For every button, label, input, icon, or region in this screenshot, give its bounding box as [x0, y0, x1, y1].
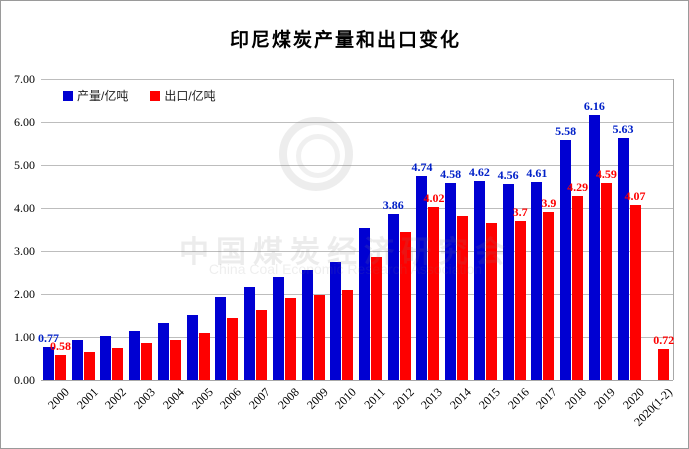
bar-value-label-export: 4.29	[567, 179, 589, 194]
bar-export	[284, 297, 296, 380]
bar-value-label-production: 4.74	[411, 160, 433, 175]
bar-production	[43, 346, 54, 380]
y-tick-label: 1.00	[14, 330, 35, 344]
bar-value-label-production: 0.77	[38, 330, 59, 345]
bar-export	[198, 332, 210, 380]
plot-right-border	[673, 79, 674, 380]
gridline	[41, 165, 673, 166]
bar-export	[399, 231, 411, 380]
bar-production	[588, 115, 600, 380]
bar-export	[543, 212, 555, 380]
bar-production	[129, 330, 141, 380]
x-axis-line	[41, 380, 673, 381]
y-tick-label: 3.00	[14, 244, 35, 258]
y-tick-label: 7.00	[14, 72, 35, 86]
bar-production	[617, 137, 629, 380]
bar-production	[100, 335, 112, 380]
bar-value-label-export: 3.9	[541, 196, 557, 211]
bar-value-label-production: 4.58	[440, 167, 462, 182]
bar-export	[658, 349, 670, 380]
bar-export	[572, 195, 584, 380]
gridline	[41, 122, 673, 123]
bar-value-label-export: 4.02	[423, 191, 445, 206]
chart-title: 印尼煤炭产量和出口变化	[229, 30, 461, 51]
bar-production	[560, 140, 572, 380]
bar-export	[55, 355, 66, 380]
bar-value-label-export: 0.72	[653, 333, 675, 348]
bar-value-label-export: 3.7	[512, 204, 528, 219]
bar-production	[445, 183, 457, 380]
bar-production	[359, 228, 370, 380]
bar-export	[514, 220, 526, 380]
bar-production	[387, 214, 399, 380]
legend-swatch-production-icon	[63, 90, 73, 101]
bar-export	[457, 215, 469, 380]
bar-export	[485, 222, 497, 380]
bar-value-label-export: 4.59	[595, 166, 617, 181]
legend-label-export: 出口/亿吨	[164, 89, 216, 103]
bar-export	[600, 182, 612, 380]
y-tick-label: 4.00	[14, 201, 35, 215]
legend-swatch-export-icon	[150, 90, 161, 101]
bar-production	[531, 181, 543, 380]
bar-value-label-export: 0.58	[50, 339, 71, 354]
y-tick-label: 5.00	[14, 158, 35, 172]
bar-value-label-production: 5.58	[555, 124, 577, 139]
legend-label-production: 产量/亿吨	[77, 89, 129, 103]
bar-export	[112, 348, 124, 380]
bar-production	[157, 323, 169, 380]
bar-export	[313, 294, 325, 380]
bar-production	[186, 314, 198, 380]
bar-production	[244, 287, 256, 380]
y-tick-label: 0.00	[14, 373, 35, 387]
bar-value-label-production: 6.16	[583, 99, 605, 114]
bar-export	[141, 343, 153, 380]
bar-value-label-production: 4.56	[497, 167, 519, 182]
bar-export	[83, 351, 95, 380]
gridline	[41, 294, 673, 295]
legend: 产量/亿吨 出口/亿吨	[63, 87, 238, 104]
gridline	[41, 337, 673, 338]
bar-production	[301, 269, 313, 380]
bar-value-label-production: 3.86	[382, 198, 404, 213]
gridline	[41, 208, 673, 209]
bar-export	[256, 309, 268, 380]
legend-item-export: 出口/亿吨	[150, 87, 216, 104]
gridline	[41, 251, 673, 252]
bar-export	[428, 207, 440, 380]
bar-export	[342, 289, 354, 380]
bar-production	[416, 176, 428, 380]
bar-production	[71, 340, 83, 380]
bar-production	[502, 183, 514, 380]
bar-export	[169, 339, 181, 380]
bar-export	[371, 256, 382, 380]
bar-production	[215, 297, 227, 380]
y-tick-label: 2.00	[14, 287, 35, 301]
bar-value-label-production: 5.63	[612, 121, 634, 136]
bar-value-label-production: 4.62	[468, 165, 490, 180]
legend-item-production: 产量/亿吨	[63, 87, 128, 104]
bar-export	[629, 204, 641, 380]
bar-production	[272, 276, 284, 380]
bar-production	[473, 181, 485, 380]
y-tick-label: 6.00	[14, 115, 35, 129]
bar-value-label-production: 4.61	[526, 165, 548, 180]
gridline	[41, 79, 673, 80]
bar-value-label-export: 4.07	[624, 188, 646, 203]
bar-production	[330, 261, 342, 380]
bar-export	[227, 318, 239, 380]
